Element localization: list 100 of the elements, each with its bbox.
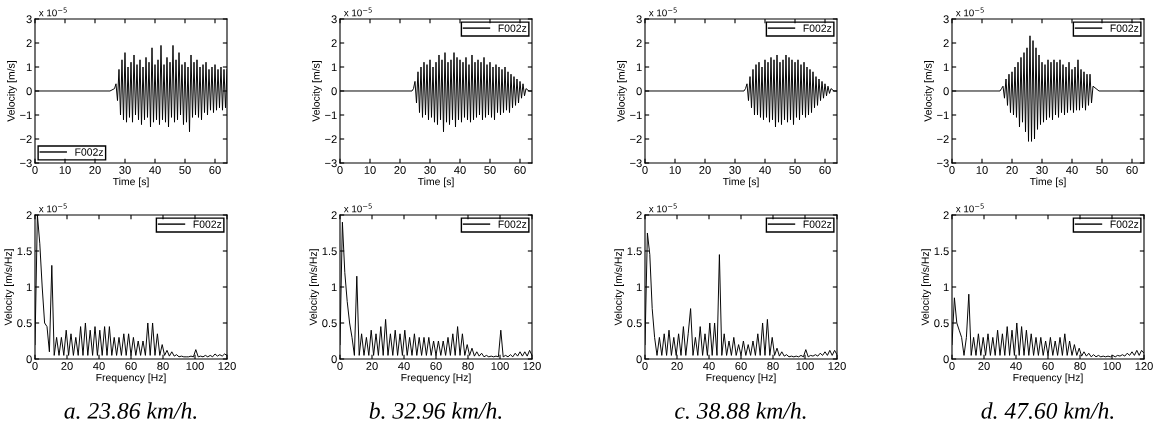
x-tick-label: 60 xyxy=(1042,362,1054,370)
x-tick-label: 0 xyxy=(949,166,955,174)
x-tick-label: 60 xyxy=(209,166,221,174)
legend-label: F002z xyxy=(498,220,527,228)
y-axis-title: Velocity [m/s/Hz] xyxy=(614,249,624,326)
y-tick-label: 1 xyxy=(943,63,949,72)
x-axis-title: Frequency [Hz] xyxy=(1013,373,1083,384)
x-tick-label: 40 xyxy=(1066,166,1078,174)
x-tick-label: 40 xyxy=(398,362,410,370)
x-axis-title: Time [s] xyxy=(1029,177,1066,188)
text: x 10$^{−5}$ xyxy=(343,203,372,213)
y-tick-label: 0 xyxy=(26,87,32,96)
x-tick-label: 50 xyxy=(1096,166,1108,174)
x-axis-title: Time [s] xyxy=(112,177,149,188)
x-tick-label: 120 xyxy=(523,362,541,370)
x-tick-label: 100 xyxy=(186,362,204,370)
legend-label: F002z xyxy=(803,24,832,32)
x-tick-label: 40 xyxy=(454,166,466,174)
y-axis-title: Velocity [m/s] xyxy=(312,61,322,122)
y-axis-title: Velocity [m/s] xyxy=(924,61,934,122)
y-tick-label: 3 xyxy=(636,15,642,24)
text: x 10$^{−5}$ xyxy=(648,7,677,17)
x-tick-label: 20 xyxy=(366,362,378,370)
x-tick-label: 40 xyxy=(93,362,105,370)
text: b. 32.96 km/h. xyxy=(369,402,502,419)
x-tick-label: 40 xyxy=(149,166,161,174)
text: a. 23.86 km/h. xyxy=(64,402,197,419)
y-tick-label: −3 xyxy=(937,159,949,168)
y-tick-label: 2 xyxy=(636,211,642,220)
y-tick-label: 0 xyxy=(331,355,337,364)
x-axis-title: Time [s] xyxy=(722,177,759,188)
x-tick-label: 0 xyxy=(32,362,38,370)
y-axis-title: Velocity [m/s] xyxy=(7,61,17,122)
x-tick-label: 0 xyxy=(949,362,955,370)
x-tick-label: 30 xyxy=(119,166,131,174)
x-tick-label: 60 xyxy=(514,166,526,174)
y-axis-title: Velocity [m/s] xyxy=(617,61,627,122)
y-tick-label: 3 xyxy=(943,15,949,24)
y-tick-label: 0.5 xyxy=(627,319,642,328)
x-tick-label: 100 xyxy=(1103,362,1121,370)
y-tick-label: 1 xyxy=(26,63,32,72)
y-tick-label: 2 xyxy=(943,39,949,48)
x-tick-label: 40 xyxy=(759,166,771,174)
x-tick-label: 0 xyxy=(642,362,648,370)
y-tick-label: 2 xyxy=(331,39,337,48)
x-tick-label: 10 xyxy=(364,166,376,174)
y-tick-label: 1.5 xyxy=(322,247,337,256)
text: x 10$^{−5}$ xyxy=(955,7,984,17)
y-tick-label: 1.5 xyxy=(934,247,949,256)
legend-label: F002z xyxy=(1110,24,1139,32)
x-axis-title: Frequency [Hz] xyxy=(706,373,776,384)
y-axis-title: Velocity [m/s/Hz] xyxy=(309,249,319,326)
x-tick-label: 60 xyxy=(1126,166,1138,174)
text: x 10$^{−5}$ xyxy=(648,203,677,213)
y-tick-label: 0.5 xyxy=(17,319,32,328)
x-tick-label: 10 xyxy=(669,166,681,174)
x-tick-label: 60 xyxy=(125,362,137,370)
x-axis-title: Time [s] xyxy=(417,177,454,188)
text: x 10$^{−5}$ xyxy=(38,203,67,213)
y-tick-label: 0.5 xyxy=(322,319,337,328)
x-tick-label: 20 xyxy=(89,166,101,174)
text: x 10$^{−5}$ xyxy=(38,7,67,17)
y-tick-label: 3 xyxy=(26,15,32,24)
x-axis-title: Frequency [Hz] xyxy=(401,373,471,384)
x-tick-label: 10 xyxy=(59,166,71,174)
x-tick-label: 30 xyxy=(1036,166,1048,174)
x-tick-label: 30 xyxy=(729,166,741,174)
y-tick-label: −1 xyxy=(630,111,642,120)
x-tick-label: 120 xyxy=(1135,362,1153,370)
y-tick-label: 0 xyxy=(943,355,949,364)
y-tick-label: 2 xyxy=(26,39,32,48)
text: d. 47.60 km/h. xyxy=(981,402,1114,419)
x-tick-label: 100 xyxy=(796,362,814,370)
y-tick-label: 0 xyxy=(943,87,949,96)
legend-label: F002z xyxy=(498,24,527,32)
x-tick-label: 120 xyxy=(828,362,846,370)
text: x 10$^{−5}$ xyxy=(343,7,372,17)
x-tick-label: 120 xyxy=(218,362,236,370)
x-tick-label: 50 xyxy=(179,166,191,174)
y-tick-label: 2 xyxy=(636,39,642,48)
x-tick-label: 0 xyxy=(337,362,343,370)
y-tick-label: −3 xyxy=(325,159,337,168)
y-tick-label: 1 xyxy=(943,283,949,292)
y-tick-label: −2 xyxy=(630,135,642,144)
y-tick-label: 2 xyxy=(943,211,949,220)
y-tick-label: 2 xyxy=(26,211,32,220)
x-tick-label: 20 xyxy=(699,166,711,174)
x-tick-label: 20 xyxy=(1006,166,1018,174)
y-tick-label: 3 xyxy=(331,15,337,24)
text: x 10$^{−5}$ xyxy=(955,203,984,213)
y-tick-label: 1 xyxy=(331,283,337,292)
x-tick-label: 60 xyxy=(430,362,442,370)
y-tick-label: 1 xyxy=(331,63,337,72)
x-tick-label: 40 xyxy=(1010,362,1022,370)
y-tick-label: −2 xyxy=(20,135,32,144)
y-tick-label: 2 xyxy=(331,211,337,220)
x-tick-label: 80 xyxy=(157,362,169,370)
x-tick-label: 30 xyxy=(424,166,436,174)
y-tick-label: 0 xyxy=(636,355,642,364)
legend-label: F002z xyxy=(1110,220,1139,228)
